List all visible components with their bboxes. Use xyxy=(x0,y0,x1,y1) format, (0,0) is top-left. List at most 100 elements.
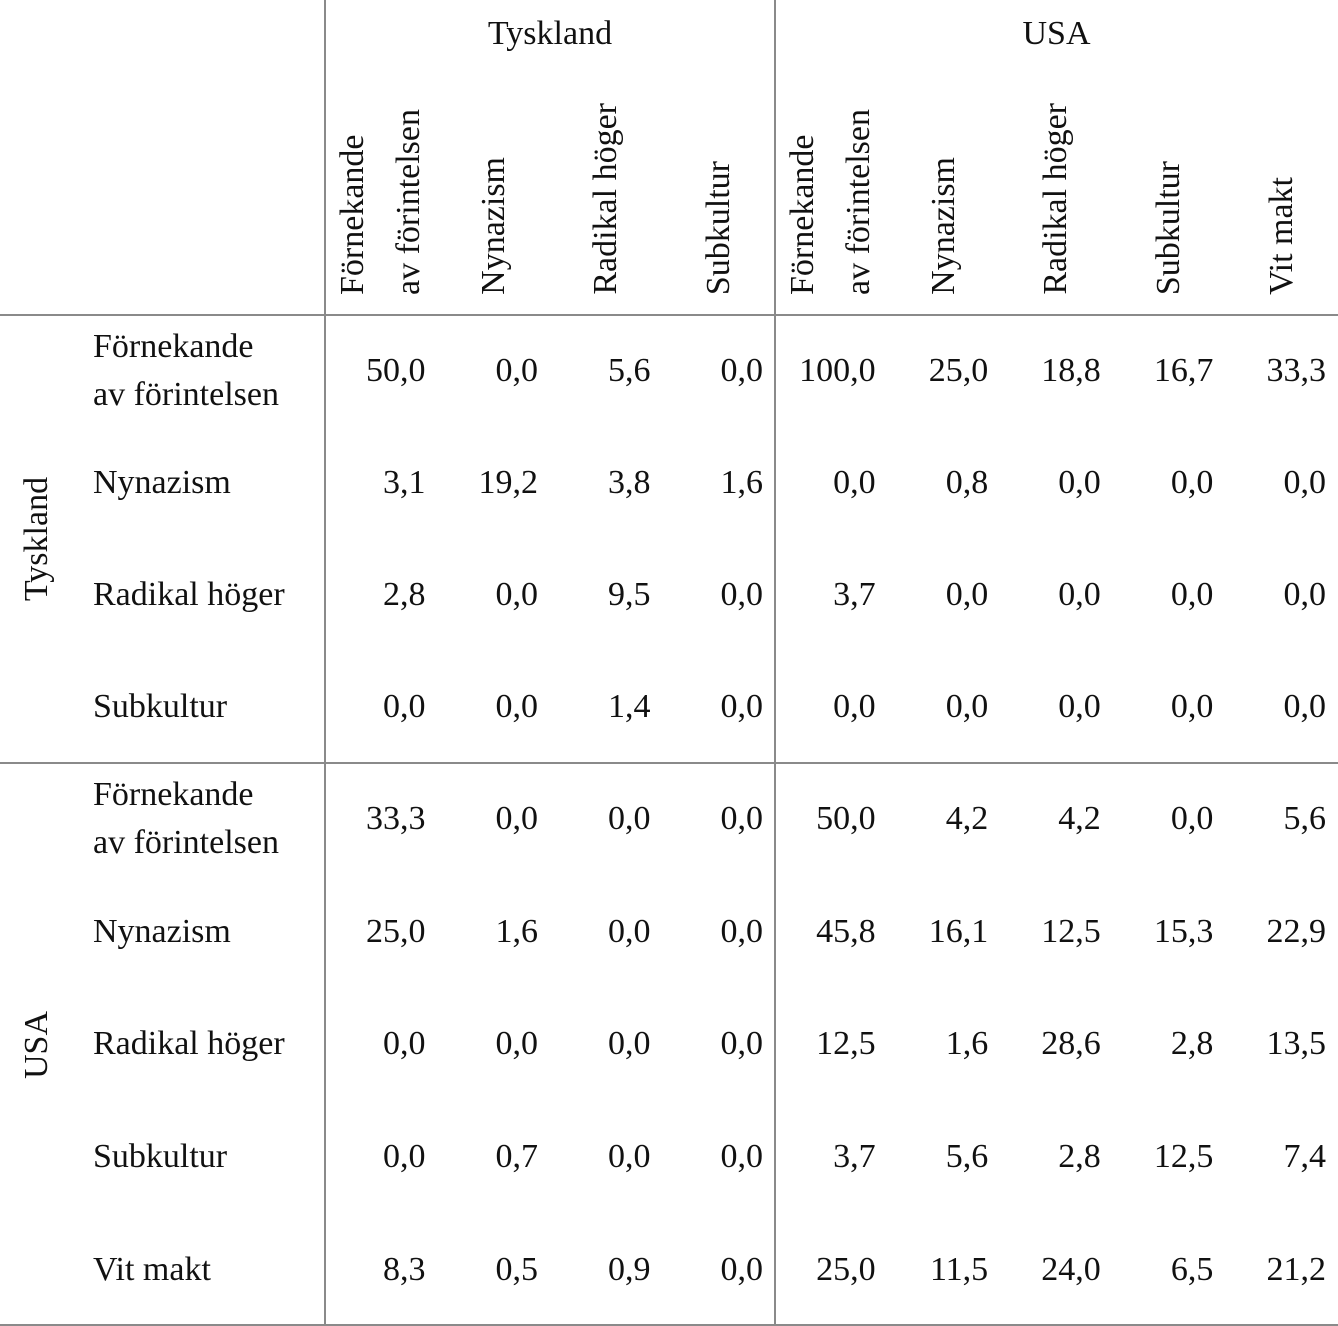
cell: 0,0 xyxy=(1113,763,1226,876)
cell-text: 0,0 xyxy=(720,800,764,838)
cell: 3,7 xyxy=(775,1101,888,1214)
cell-text: 0,0 xyxy=(495,800,539,838)
cell: 0,0 xyxy=(1000,651,1113,763)
cell: 4,2 xyxy=(1000,763,1113,876)
cell: 0,0 xyxy=(663,876,776,989)
cell: 1,6 xyxy=(663,427,776,539)
cell-text: 7,4 xyxy=(1283,1138,1326,1176)
cell: 0,0 xyxy=(775,651,888,763)
cell: 22,9 xyxy=(1225,876,1338,989)
cell-text: 28,6 xyxy=(1041,1025,1101,1063)
column-header-text: Nynazism xyxy=(474,157,512,295)
column-header-text: Nynazism xyxy=(924,157,962,295)
row-header: Vit makt xyxy=(0,1213,325,1326)
cell-text: 8,3 xyxy=(383,1250,426,1288)
cell-text: 19,2 xyxy=(478,464,539,501)
cell-text: 5,6 xyxy=(1283,800,1326,838)
cell-text: 50,0 xyxy=(366,352,426,389)
cell: 0,0 xyxy=(438,539,551,651)
cell-text: 1,6 xyxy=(945,1025,989,1063)
cell: 0,0 xyxy=(1113,539,1226,651)
cell: 0,0 xyxy=(438,763,551,876)
row-header-text: Förnekande av förintelsen xyxy=(93,328,279,413)
row-header: Radikal höger xyxy=(0,539,325,651)
column-group-header-text: Tyskland xyxy=(487,15,613,52)
cell: 0,7 xyxy=(438,1101,551,1214)
cell-text: 0,0 xyxy=(1283,464,1326,501)
cell-text: 0,0 xyxy=(720,912,764,950)
cell-text: 21,2 xyxy=(1266,1250,1326,1288)
cell: 16,7 xyxy=(1113,315,1226,427)
cell-text: 0,0 xyxy=(720,1025,764,1063)
cell-text: 0,0 xyxy=(608,800,651,838)
cell: 7,4 xyxy=(1225,1101,1338,1214)
cell-text: 16,7 xyxy=(1153,352,1214,389)
cell: 18,8 xyxy=(1000,315,1113,427)
cell: 28,6 xyxy=(1000,988,1113,1101)
cell: 50,0 xyxy=(775,763,888,876)
cell: 0,0 xyxy=(438,988,551,1101)
rule xyxy=(0,1324,1338,1326)
column-header-text: Förnekande av förintelsen xyxy=(334,109,428,295)
cell: 0,0 xyxy=(663,1213,776,1326)
cell: 13,5 xyxy=(1225,988,1338,1101)
cell: 0,5 xyxy=(438,1213,551,1326)
cell-text: 0,0 xyxy=(1283,576,1326,613)
cell: 0,0 xyxy=(438,651,551,763)
cell: 24,0 xyxy=(1000,1213,1113,1326)
cell-text: 3,7 xyxy=(833,576,876,613)
cell-text: 9,5 xyxy=(608,576,651,613)
cell-text: 0,0 xyxy=(833,464,876,501)
cell: 0,0 xyxy=(325,988,438,1101)
row-header-text: Nynazism xyxy=(93,912,231,950)
cell: 15,3 xyxy=(1113,876,1226,989)
cell: 0,0 xyxy=(325,1101,438,1214)
column-header: Förnekande av förintelsen xyxy=(775,68,888,315)
column-header: Radikal höger xyxy=(550,68,663,315)
row-header: Förnekande av förintelsen xyxy=(0,315,325,427)
column-header: Radikal höger xyxy=(1000,68,1113,315)
cell-text: 0,0 xyxy=(1170,576,1214,613)
cell: 6,5 xyxy=(1113,1213,1226,1326)
cell-text: 0,0 xyxy=(833,688,876,725)
cell-text: 0,0 xyxy=(495,688,539,725)
row-header: Nynazism xyxy=(0,876,325,989)
cell-text: 0,0 xyxy=(720,688,764,725)
cell: 0,0 xyxy=(663,988,776,1101)
column-header: Förnekande av förintelsen xyxy=(325,68,438,315)
cell: 12,5 xyxy=(775,988,888,1101)
cell: 0,0 xyxy=(550,1101,663,1214)
cell: 0,0 xyxy=(550,876,663,989)
cell: 0,0 xyxy=(1225,539,1338,651)
cell-text: 3,7 xyxy=(833,1138,876,1176)
cell-text: 0,0 xyxy=(495,1025,539,1063)
cell-text: 0,8 xyxy=(945,464,989,501)
cell-text: 0,0 xyxy=(1283,688,1326,725)
cell: 0,8 xyxy=(888,427,1001,539)
cell: 0,0 xyxy=(1113,427,1226,539)
cell: 0,0 xyxy=(550,988,663,1101)
cell: 33,3 xyxy=(325,763,438,876)
rule xyxy=(774,0,776,1326)
cell-text: 2,8 xyxy=(1058,1138,1101,1176)
cell: 0,0 xyxy=(550,763,663,876)
cell: 0,0 xyxy=(663,539,776,651)
cell: 9,5 xyxy=(550,539,663,651)
cell: 0,0 xyxy=(663,763,776,876)
cell-text: 0,0 xyxy=(720,576,764,613)
cell: 0,0 xyxy=(888,651,1001,763)
cell: 0,0 xyxy=(663,315,776,427)
row-header-text: Radikal höger xyxy=(93,1025,285,1063)
cell-text: 0,9 xyxy=(608,1250,651,1288)
cell-text: 0,0 xyxy=(1058,688,1101,725)
cell-text: 0,0 xyxy=(383,1138,426,1176)
cell-text: 0,0 xyxy=(1058,576,1101,613)
cell: 12,5 xyxy=(1000,876,1113,989)
cell-text: 0,0 xyxy=(1170,464,1214,501)
cell: 1,4 xyxy=(550,651,663,763)
column-group-header: USA xyxy=(775,0,1338,68)
row-header: Förnekande av förintelsen xyxy=(0,763,325,876)
cell: 2,8 xyxy=(1113,988,1226,1101)
cell: 5,6 xyxy=(550,315,663,427)
